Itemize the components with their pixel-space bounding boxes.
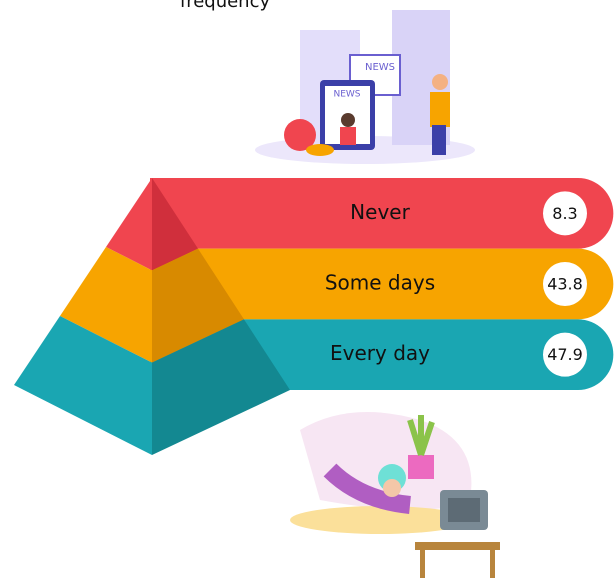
pyramid-face-right xyxy=(152,178,198,271)
pyramid-face-right xyxy=(152,319,290,455)
pyramid-face-left xyxy=(106,178,152,271)
tv-illustration xyxy=(290,412,500,578)
pyramid-face-left xyxy=(14,316,152,455)
category-label: Every day xyxy=(330,341,430,365)
band xyxy=(150,178,614,249)
band xyxy=(150,248,614,320)
pyramid-face-right xyxy=(152,248,244,363)
svg-text:NEWS: NEWS xyxy=(365,62,395,73)
value-badge xyxy=(543,332,587,377)
svg-text:NEWS: NEWS xyxy=(333,90,360,100)
news-illustration: NEWS NEWS xyxy=(255,10,475,164)
value-badge xyxy=(543,262,587,306)
chart-title: frequency xyxy=(180,0,271,12)
value-label: 47.9 xyxy=(547,345,583,364)
value-badge xyxy=(543,191,587,236)
value-label: 8.3 xyxy=(552,204,577,223)
category-label: Some days xyxy=(325,271,435,295)
pyramid-face-left xyxy=(60,247,152,363)
value-label: 43.8 xyxy=(547,275,583,294)
category-label: Never xyxy=(350,200,410,224)
